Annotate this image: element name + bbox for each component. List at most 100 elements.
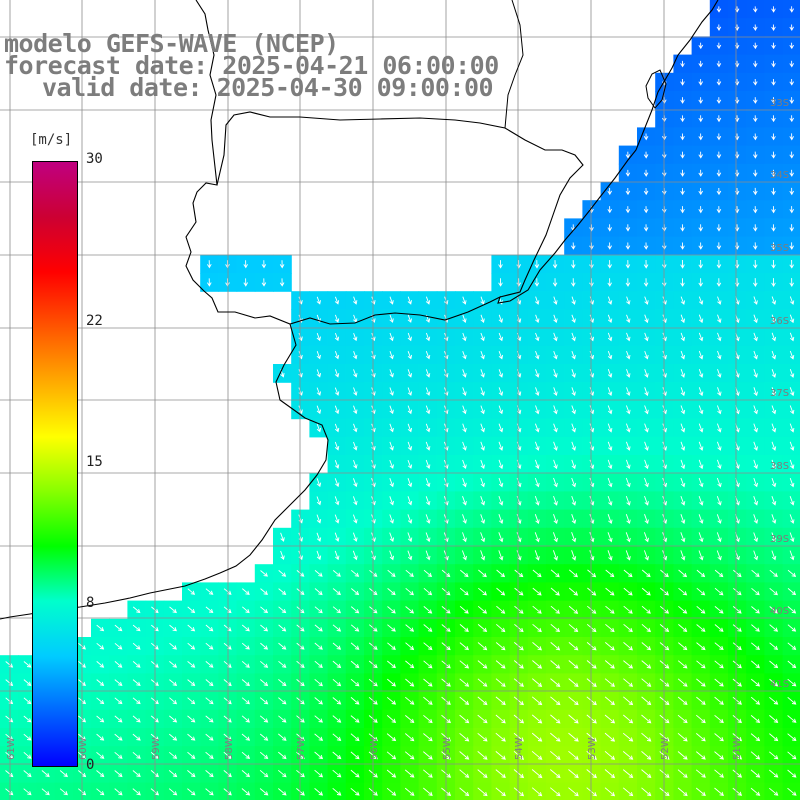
wind-arrow: [677, 732, 688, 742]
wind-cell: [400, 782, 420, 800]
wind-arrow: [187, 715, 196, 723]
wind-arrow: [314, 624, 323, 632]
wind-arrow: [625, 260, 631, 269]
wind-arrow: [389, 314, 394, 323]
wind-arrow: [132, 661, 141, 668]
wind-cell: [782, 637, 800, 656]
wind-arrow: [698, 314, 704, 324]
wind-arrow: [568, 732, 579, 742]
wind-cell: [618, 782, 638, 800]
wind-arrow: [334, 514, 340, 524]
wind-cell: [764, 782, 784, 800]
wind-arrow: [571, 495, 577, 506]
wind-cell: [782, 436, 800, 456]
wind-arrow: [716, 514, 722, 524]
wind-arrow: [260, 660, 269, 668]
wind-arrow: [680, 441, 686, 451]
wind-arrow: [535, 332, 540, 342]
wind-arrow: [350, 715, 360, 723]
wind-arrow: [553, 296, 558, 305]
wind-arrow: [587, 605, 597, 614]
wind-arrow: [259, 697, 269, 705]
wind-arrow: [407, 351, 413, 360]
wind-arrow: [332, 733, 342, 741]
wind-arrow: [771, 387, 777, 397]
wind-arrow: [571, 514, 577, 524]
wind-arrow: [625, 532, 631, 543]
wind-arrow: [643, 532, 649, 543]
wind-arrow: [387, 642, 396, 650]
wind-cell: [655, 782, 674, 800]
wind-arrow: [532, 660, 543, 669]
wind-arrow: [750, 769, 761, 778]
wind-arrow: [278, 769, 287, 778]
longitude-label: 58W: [224, 737, 235, 760]
wind-arrow: [771, 133, 776, 141]
wind-arrow: [205, 715, 214, 723]
wind-arrow: [242, 606, 250, 614]
wind-arrow: [334, 532, 340, 542]
wind-arrow: [532, 642, 542, 651]
wind-cell: [782, 418, 800, 438]
wind-cell: [91, 782, 110, 800]
wind-arrow: [314, 660, 323, 668]
wind-arrow: [644, 369, 649, 378]
colorbar-unit: [m/s]: [30, 132, 73, 148]
wind-arrow: [498, 350, 504, 360]
wind-arrow: [260, 606, 269, 614]
wind-arrow: [641, 660, 652, 669]
wind-arrow: [716, 60, 722, 68]
wind-arrow: [459, 696, 470, 705]
wind-arrow: [771, 278, 776, 287]
wind-cell: [782, 673, 800, 693]
wind-arrow: [732, 714, 742, 724]
wind-arrow: [462, 459, 467, 470]
wind-arrow: [513, 787, 525, 797]
wind-arrow: [495, 696, 506, 706]
wind-cell: [273, 782, 292, 800]
wind-arrow: [407, 405, 413, 415]
wind-arrow: [496, 587, 506, 596]
wind-cell: [782, 746, 800, 765]
wind-arrow: [716, 97, 722, 104]
wind-arrow: [607, 532, 613, 543]
wind-arrow: [314, 788, 324, 796]
wind-arrow: [477, 732, 488, 742]
wind-cell: [709, 782, 729, 800]
wind-arrow: [698, 206, 703, 214]
wind-arrow: [789, 6, 794, 13]
wind-arrow: [389, 387, 394, 396]
wind-arrow: [353, 369, 358, 378]
river-plate-north-shore: [216, 111, 584, 298]
wind-cell: [637, 782, 656, 800]
wind-arrow: [260, 642, 269, 650]
wind-arrow: [553, 495, 558, 506]
wind-arrow: [187, 606, 196, 614]
wind-arrow: [641, 714, 652, 724]
wind-arrow: [677, 660, 688, 669]
wind-cell: [782, 618, 800, 638]
wind-arrow: [480, 477, 485, 488]
wind-arrow: [425, 441, 431, 451]
wind-arrow: [132, 697, 141, 705]
wind-arrow: [278, 751, 287, 760]
wind-arrow: [531, 750, 543, 760]
wind-arrow: [423, 642, 433, 651]
wind-arrow: [771, 459, 777, 470]
wind-arrow: [477, 605, 488, 614]
wind-arrow: [480, 441, 485, 451]
wind-arrow: [698, 441, 704, 451]
wind-arrow: [207, 260, 212, 269]
wind-arrow: [678, 569, 688, 578]
wind-arrow: [698, 296, 704, 305]
wind-arrow: [96, 697, 105, 705]
wind-arrow: [753, 151, 758, 159]
longitude-label: 57W: [296, 737, 307, 760]
wind-cell: [546, 782, 565, 800]
longitude-label: 52W: [660, 737, 671, 760]
wind-arrow: [714, 660, 724, 669]
wind-arrow: [350, 697, 360, 705]
wind-arrow: [187, 624, 196, 632]
wind-arrow: [607, 314, 613, 324]
wind-arrow: [678, 605, 688, 614]
